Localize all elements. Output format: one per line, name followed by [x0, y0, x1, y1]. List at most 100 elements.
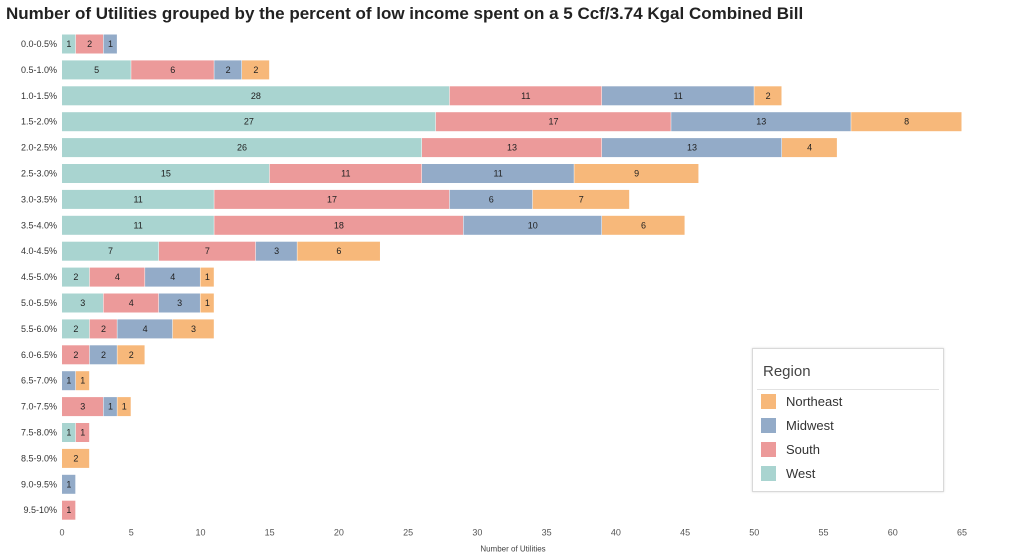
- bar-south[interactable]: [89, 267, 145, 287]
- bar-south[interactable]: [131, 60, 214, 80]
- category-label: 6.0-6.5%: [21, 350, 57, 360]
- bar-west[interactable]: [62, 215, 214, 235]
- category-label: 0.0-0.5%: [21, 39, 57, 49]
- bar-west[interactable]: [62, 60, 131, 80]
- bar-midwest[interactable]: [62, 371, 76, 391]
- bar-value-label: 1: [122, 402, 127, 412]
- category-label: 3.0-3.5%: [21, 194, 57, 204]
- bar-northeast[interactable]: [75, 371, 90, 391]
- bar-northeast[interactable]: [62, 448, 90, 468]
- bar-value-label: 1: [108, 39, 113, 49]
- bar-south[interactable]: [269, 164, 422, 183]
- legend-item-northeast[interactable]: Northeast: [761, 392, 842, 410]
- bar-south[interactable]: [62, 397, 104, 417]
- bar-value-label: 6: [489, 194, 494, 204]
- bar-midwest[interactable]: [145, 267, 200, 287]
- bar-west[interactable]: [62, 189, 214, 209]
- legend-title: Region: [763, 363, 811, 380]
- bar-value-label: 1: [66, 505, 71, 515]
- bar-west[interactable]: [62, 423, 76, 442]
- bar-south[interactable]: [75, 34, 104, 54]
- bar-midwest[interactable]: [602, 138, 782, 158]
- legend-swatch: [761, 393, 776, 409]
- bar-midwest[interactable]: [463, 215, 602, 235]
- bar-west[interactable]: [62, 319, 90, 339]
- bar-midwest[interactable]: [422, 164, 574, 183]
- bar-west[interactable]: [62, 138, 422, 158]
- legend-divider: [757, 389, 939, 390]
- legend-item-midwest[interactable]: Midwest: [761, 416, 834, 434]
- bar-value-label: 3: [191, 324, 196, 334]
- bar-value-label: 26: [237, 143, 247, 153]
- bar-value-label: 17: [327, 194, 337, 204]
- bar-midwest[interactable]: [449, 189, 533, 209]
- bar-midwest[interactable]: [117, 319, 173, 339]
- legend-swatch: [761, 441, 776, 457]
- chart-title: Number of Utilities grouped by the perce…: [6, 4, 804, 23]
- bar-northeast[interactable]: [172, 319, 214, 339]
- bar-west[interactable]: [62, 86, 450, 106]
- bar-northeast[interactable]: [242, 60, 270, 80]
- bar-value-label: 13: [687, 143, 697, 153]
- bar-northeast[interactable]: [532, 189, 630, 209]
- bar-northeast[interactable]: [782, 138, 837, 158]
- bar-value-label: 3: [80, 402, 85, 412]
- bar-west[interactable]: [62, 164, 270, 183]
- bar-west[interactable]: [62, 112, 436, 132]
- bar-south[interactable]: [158, 241, 256, 261]
- bar-south[interactable]: [62, 345, 90, 365]
- bar-value-label: 11: [133, 194, 142, 204]
- bar-midwest[interactable]: [103, 34, 117, 54]
- bar-northeast[interactable]: [851, 112, 962, 132]
- bar-south[interactable]: [75, 423, 90, 442]
- legend: Region Northeast Midwest South West: [752, 348, 944, 492]
- x-axis-ticks: 0 5 10 15 20 25 30 35 40 45 50 55 60 65: [59, 528, 967, 538]
- bar-northeast[interactable]: [200, 267, 214, 287]
- bar-south[interactable]: [89, 319, 117, 339]
- bar-south[interactable]: [214, 189, 450, 209]
- bar-northeast[interactable]: [200, 293, 214, 313]
- bar-midwest[interactable]: [103, 397, 117, 417]
- bar-west[interactable]: [62, 293, 104, 313]
- legend-item-west[interactable]: West: [761, 464, 815, 482]
- bar-northeast[interactable]: [117, 397, 131, 417]
- bar-west[interactable]: [62, 34, 76, 54]
- bar-value-label: 9: [634, 169, 639, 179]
- x-tick-label: 40: [611, 528, 621, 538]
- bar-south[interactable]: [435, 112, 671, 132]
- bar-south[interactable]: [449, 86, 602, 106]
- bar-south[interactable]: [422, 138, 602, 158]
- bar-northeast[interactable]: [117, 345, 145, 365]
- legend-item-south[interactable]: South: [761, 440, 820, 458]
- bar-west[interactable]: [62, 267, 90, 287]
- bar-value-label: 6: [170, 65, 175, 75]
- bar-segments: 1 2 15 6 2 228 11 11 227 17 13 826 13 13 415 11 11 911 17 6…: [62, 34, 962, 520]
- bar-value-label: 13: [756, 117, 766, 127]
- bar-northeast[interactable]: [602, 215, 685, 235]
- bar-value-label: 2: [73, 324, 78, 334]
- x-axis-title: Number of Utilities: [480, 545, 545, 554]
- category-label: 6.5-7.0%: [21, 376, 57, 386]
- bar-value-label: 3: [274, 246, 279, 256]
- bar-midwest[interactable]: [214, 60, 242, 80]
- bar-value-label: 18: [334, 220, 344, 230]
- bar-south[interactable]: [62, 500, 76, 520]
- bar-midwest[interactable]: [158, 293, 200, 313]
- legend-label: Midwest: [786, 417, 834, 433]
- bar-northeast[interactable]: [297, 241, 380, 261]
- bar-midwest[interactable]: [89, 345, 117, 365]
- bar-midwest[interactable]: [671, 112, 851, 132]
- bar-midwest[interactable]: [255, 241, 297, 261]
- bar-west[interactable]: [62, 241, 159, 261]
- bar-midwest[interactable]: [62, 474, 76, 494]
- bar-south[interactable]: [103, 293, 159, 313]
- bar-south[interactable]: [214, 215, 464, 235]
- bar-value-label: 2: [101, 324, 106, 334]
- bar-northeast[interactable]: [754, 86, 782, 106]
- bar-value-label: 11: [673, 91, 682, 101]
- bar-northeast[interactable]: [574, 164, 699, 183]
- bar-midwest[interactable]: [602, 86, 754, 106]
- category-labels: 0.0-0.5% 0.5-1.0% 1.0-1.5% 1.5-2.0% 2.0-2.5%…: [21, 39, 57, 515]
- bar-value-label: 1: [66, 39, 71, 49]
- bar-value-label: 2: [73, 453, 78, 463]
